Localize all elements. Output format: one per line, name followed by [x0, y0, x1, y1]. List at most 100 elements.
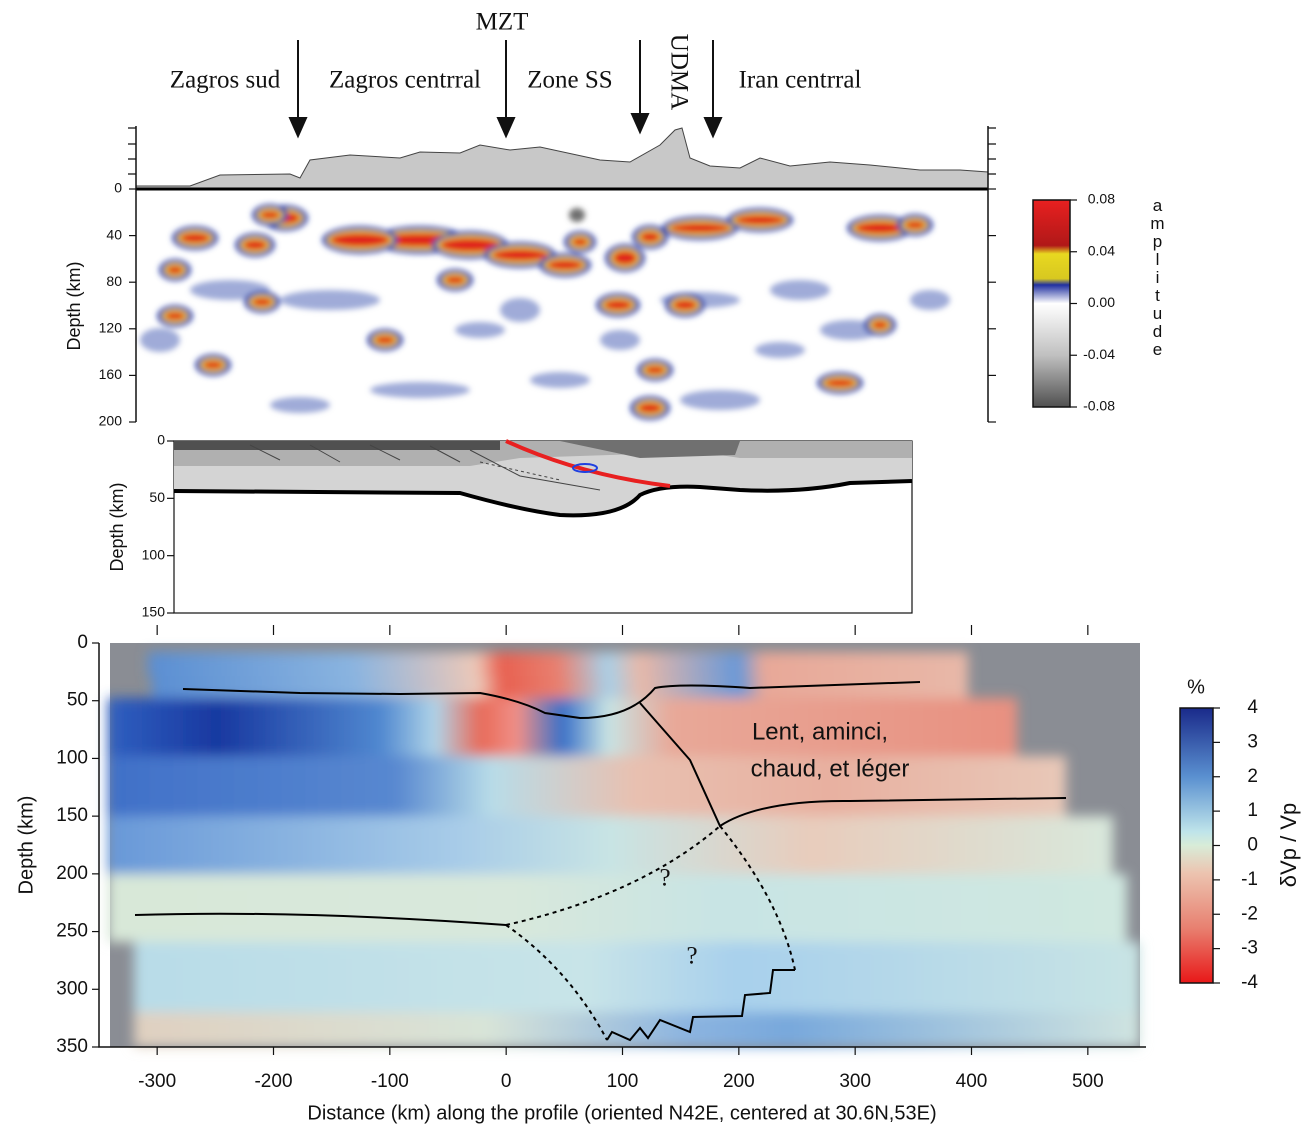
x-tick-label: 0 [501, 1071, 512, 1092]
rf-blob [755, 342, 805, 358]
y-tick-label: 80 [106, 273, 122, 289]
rf-blob [680, 390, 760, 410]
colorbar-tick-label: -0.04 [1083, 346, 1115, 362]
x-axis-label: Distance (km) along the profile (oriente… [307, 1102, 936, 1124]
y-tick-label: 200 [99, 413, 123, 429]
rf-blob [604, 300, 632, 310]
rf-blob [252, 298, 272, 306]
rf-blob [670, 223, 730, 233]
colorbar-tick-label: 0.08 [1088, 191, 1115, 207]
rf-blob [572, 238, 588, 246]
topography [135, 127, 989, 190]
rf-blob [455, 322, 505, 338]
colorbar-tick-label: -3 [1241, 938, 1258, 959]
rf-blob [330, 233, 390, 247]
colorbar-tick-label: -1 [1241, 869, 1258, 890]
rf-blob [370, 382, 470, 398]
y-tick-label: 0 [114, 180, 122, 196]
y-tick-label: 100 [56, 747, 88, 768]
rf-blob [270, 397, 330, 413]
y-tick-label: 0 [77, 632, 88, 653]
region-label: UDMA [665, 34, 692, 110]
x-tick-label: 400 [956, 1071, 988, 1092]
rf-blob [260, 211, 280, 219]
rf-blob [770, 280, 830, 300]
velocity-colorbar [1179, 707, 1214, 984]
suture [505, 439, 671, 488]
amplitude-colorbar [1032, 199, 1071, 408]
colorbar-tick-label: 4 [1247, 697, 1258, 718]
rf-blob [547, 260, 583, 270]
region-label: MZT [476, 9, 529, 36]
rf-blob [165, 312, 185, 320]
annotation: chaud, et léger [751, 755, 910, 782]
y-tick-label: 350 [56, 1036, 88, 1057]
dashed-lines [505, 825, 796, 1041]
tomography-image [108, 652, 1140, 1047]
rf-blob [530, 372, 590, 388]
colorbar-tick-label: 0.00 [1088, 294, 1115, 310]
rf-blob [203, 361, 223, 369]
colorbar-title: % [1187, 676, 1205, 698]
colorbar-tick-label: 0.04 [1088, 242, 1115, 258]
rf-blob [825, 379, 855, 387]
annotation: ? [686, 943, 697, 970]
topo-ticks [128, 127, 996, 175]
rf-blob [872, 321, 888, 329]
rf-blob [492, 249, 548, 261]
y-tick-label: 50 [67, 690, 88, 711]
rf-blob [855, 222, 905, 234]
rf-blob [645, 366, 665, 374]
x-tick-label: 500 [1072, 1071, 1104, 1092]
y-axis-label: Depth (km) [64, 261, 84, 350]
rf-blob [600, 330, 640, 350]
x-tick-label: -200 [254, 1071, 292, 1092]
colorbar-tick-label: -0.08 [1083, 398, 1115, 414]
rf-blob [569, 208, 585, 222]
rf-blob [613, 251, 637, 265]
arc [560, 441, 740, 458]
annotation: ? [659, 865, 670, 892]
faults [249, 444, 601, 491]
annotation: Lent, aminci, [752, 718, 888, 745]
y-tick-label: 160 [99, 366, 123, 382]
rf-blob [140, 328, 180, 352]
y-tick-label: 50 [149, 489, 165, 505]
rf-blob [735, 215, 785, 225]
rf-blob [500, 298, 540, 322]
y-tick-label: 0 [157, 432, 165, 448]
colorbar-tick-label: -2 [1241, 903, 1258, 924]
y-tick-label: 120 [99, 320, 123, 336]
x-tick-label: 100 [607, 1071, 639, 1092]
y-axis-label: Depth (km) [107, 482, 127, 571]
y-tick-label: 150 [56, 805, 88, 826]
region-label: Zagros sud [170, 67, 281, 94]
blue-body [572, 463, 598, 473]
region-label: Zone SS [527, 67, 612, 94]
rf-blob [905, 221, 925, 229]
rf-blob [375, 336, 395, 344]
sediments [174, 441, 500, 450]
y-tick-label: 200 [56, 863, 88, 884]
x-tick-label: -300 [138, 1071, 176, 1092]
colorbar-tick-label: -4 [1241, 972, 1258, 993]
moho [173, 479, 913, 518]
rf-blob [640, 232, 660, 242]
boundary-arrows [288, 40, 723, 139]
x-tick-label: -100 [371, 1071, 409, 1092]
colorbar-label: δVp / Vp [1276, 803, 1301, 887]
y-axis-label: Depth (km) [15, 796, 37, 895]
rf-blob [638, 403, 662, 413]
region-label: Zagros centrral [329, 67, 481, 94]
colorbar-tick-label: 1 [1247, 800, 1258, 821]
rf-blob [440, 238, 500, 252]
colorbar-tick-label: 0 [1247, 835, 1258, 856]
region-label: Iran centrral [739, 67, 862, 94]
rf-blob [243, 240, 267, 250]
colorbar-label: amplitude [1148, 196, 1167, 358]
rf-blob [910, 290, 950, 310]
rf-blob [673, 300, 697, 310]
rf-blob [280, 290, 380, 310]
